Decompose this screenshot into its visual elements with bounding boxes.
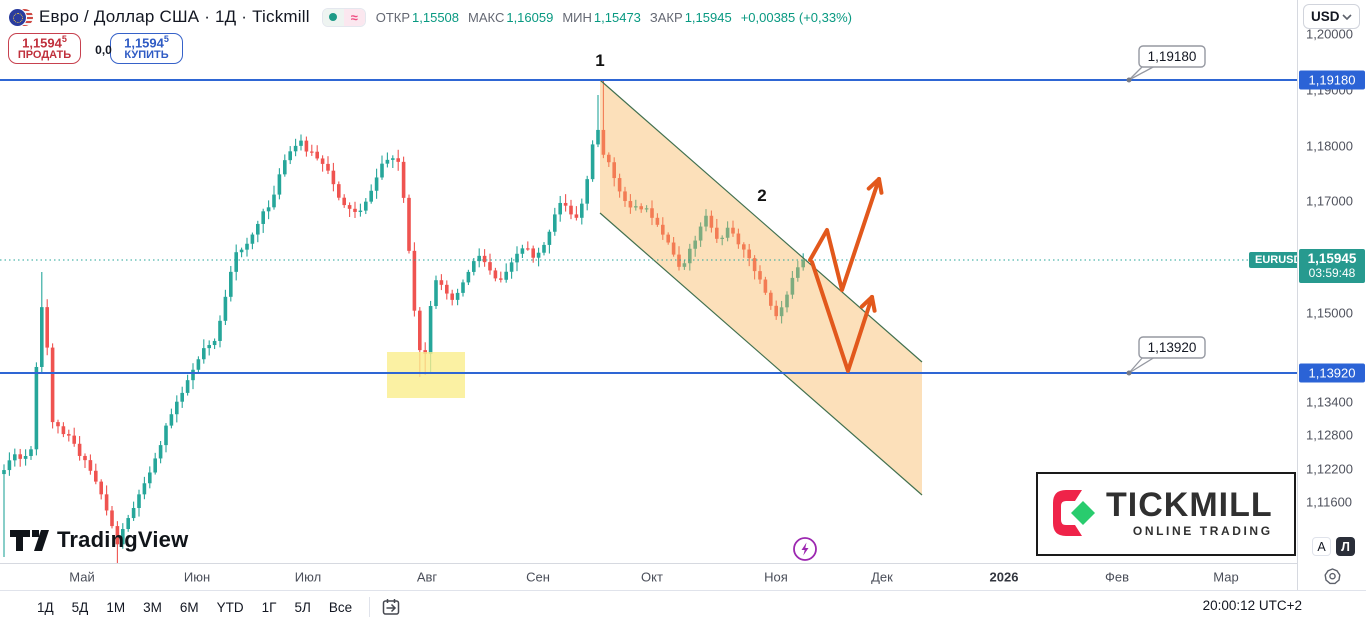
log-scale-button[interactable]: Л — [1336, 537, 1355, 556]
trade-panel: 1,15945 ПРОДАТЬ 0,0 1,15945 КУПИТЬ — [8, 33, 183, 64]
price-axis[interactable]: USD 1,20000 1,19000 1,18000 1,17000 1,15000 1… — [1297, 0, 1366, 590]
price-tick: 1,12200 — [1306, 461, 1353, 477]
highlight-zone — [387, 352, 465, 398]
close-value: 1,15945 — [684, 9, 732, 25]
range-button-ytd[interactable]: YTD — [216, 599, 244, 615]
range-button-1г[interactable]: 1Г — [261, 599, 277, 615]
high-value: 1,16059 — [506, 9, 554, 25]
price-tick: 1,15000 — [1306, 305, 1353, 321]
calendar-arrow-icon — [382, 599, 400, 615]
sell-button[interactable]: 1,15945 ПРОДАТЬ — [8, 33, 81, 64]
time-tick: Фев — [1104, 569, 1130, 585]
price-tick: 1,13400 — [1306, 394, 1353, 410]
candles — [2, 80, 805, 563]
price-tick: 1,12800 — [1306, 427, 1353, 443]
toolbar-divider — [369, 597, 371, 617]
projection-arrows — [808, 177, 884, 373]
bar-countdown: 03:59:48 — [1308, 266, 1356, 280]
price-tick: 1,11600 — [1306, 494, 1353, 510]
market-open-icon — [322, 8, 344, 26]
bottom-toolbar: 1Д 5Д 1М 3М 6М YTD 1Г 5Л Все 20:00:12 UTC+2 — [0, 590, 1366, 623]
high-label: МАКС — [468, 9, 505, 25]
currency-selector[interactable]: USD — [1303, 4, 1360, 29]
open-label: ОТКР — [375, 9, 411, 25]
change-value: +0,00385 (+0,33%) — [740, 9, 852, 25]
sell-label: ПРОДАТЬ — [17, 49, 72, 62]
price-tick: 1,18000 — [1306, 138, 1353, 154]
auto-scale-button[interactable]: А — [1312, 537, 1331, 556]
range-button-5л[interactable]: 5Л — [294, 599, 311, 615]
svg-text:1,19180: 1,19180 — [1148, 49, 1197, 64]
current-price: 1,15945 — [1307, 251, 1357, 266]
gear-icon — [1323, 568, 1341, 585]
low-label: МИН — [562, 9, 592, 25]
wave-label: 2 — [757, 186, 766, 205]
time-tick: Май — [69, 569, 95, 585]
tickmill-logo-box: TICKMILL ONLINE TRADING — [1036, 472, 1296, 556]
time-tick: Июл — [294, 569, 322, 585]
time-tick: Ноя — [764, 569, 788, 585]
time-tick: Окт — [641, 569, 663, 585]
tradingview-watermark[interactable]: TradingView — [10, 527, 188, 553]
level-price-badge: 1,19180 — [1299, 70, 1365, 90]
open-value: 1,15508 — [412, 9, 460, 25]
time-tick: Авг — [416, 569, 438, 585]
ohlc-values: ОТКР 1,15508 МАКС 1,16059 МИН 1,15473 ЗА… — [376, 10, 852, 25]
symbol-title[interactable]: Евро / Доллар США · 1Д · Tickmill — [39, 7, 310, 26]
eurusd-flag-icon — [8, 7, 34, 27]
range-button-1д[interactable]: 1Д — [37, 599, 54, 615]
range-button-1м[interactable]: 1М — [106, 599, 126, 615]
flash-icon[interactable] — [792, 536, 818, 562]
close-label: ЗАКР — [649, 9, 683, 25]
wave-label: 1 — [595, 51, 604, 70]
current-price-badge: 1,15945 03:59:48 — [1299, 249, 1365, 283]
tickmill-tagline: ONLINE TRADING — [1132, 524, 1273, 538]
buy-label: КУПИТЬ — [124, 49, 169, 62]
time-tick: Июн — [183, 569, 211, 585]
time-tick: Дек — [871, 569, 893, 585]
range-button-5д[interactable]: 5Д — [71, 599, 89, 615]
watermark-text: TradingView — [57, 527, 189, 552]
time-tick: 2026 — [989, 569, 1019, 585]
svg-text:1,13920: 1,13920 — [1148, 340, 1197, 355]
tradingview-logo-icon — [10, 529, 49, 551]
spread-value: 0,0 — [95, 43, 112, 57]
buy-button[interactable]: 1,15945 КУПИТЬ — [110, 33, 183, 64]
delayed-data-icon: ≈ — [343, 8, 365, 26]
time-axis[interactable]: Май Июн Июл Авг Сен Окт Ноя Дек 2026 Фев Мар — [0, 563, 1366, 590]
currency-value: USD — [1311, 9, 1340, 24]
market-status-pill[interactable]: ≈ — [321, 7, 366, 27]
tickmill-logo-icon — [1053, 490, 1095, 536]
price-callout: 1,13920 — [1126, 336, 1206, 376]
level-price-badge: 1,13920 — [1299, 363, 1365, 383]
chart-surface[interactable]: 1 2 1,19180 1,13920 — [0, 0, 1297, 563]
range-button-6м[interactable]: 6М — [179, 599, 199, 615]
low-value: 1,15473 — [593, 9, 641, 25]
tickmill-name: TICKMILL — [1106, 486, 1273, 524]
time-tick: Сен — [526, 569, 550, 585]
go-to-date-button[interactable] — [380, 596, 402, 618]
symbol-header: Евро / Доллар США · 1Д · Tickmill ≈ ОТКР… — [8, 6, 852, 28]
price-tick: 1,20000 — [1306, 26, 1353, 42]
range-button-3м[interactable]: 3М — [143, 599, 162, 615]
price-tick: 1,17000 — [1306, 193, 1353, 209]
axis-settings-corner[interactable] — [1297, 563, 1366, 590]
chevron-down-icon — [1342, 13, 1352, 20]
range-button-все[interactable]: Все — [328, 599, 353, 615]
descending-channel — [599, 79, 923, 496]
current-symbol-tag: EURUSD — [1249, 251, 1308, 268]
price-callout: 1,19180 — [1126, 45, 1206, 83]
clock[interactable]: 20:00:12 UTC+2 — [1202, 598, 1302, 613]
time-tick: Мар — [1213, 569, 1239, 585]
